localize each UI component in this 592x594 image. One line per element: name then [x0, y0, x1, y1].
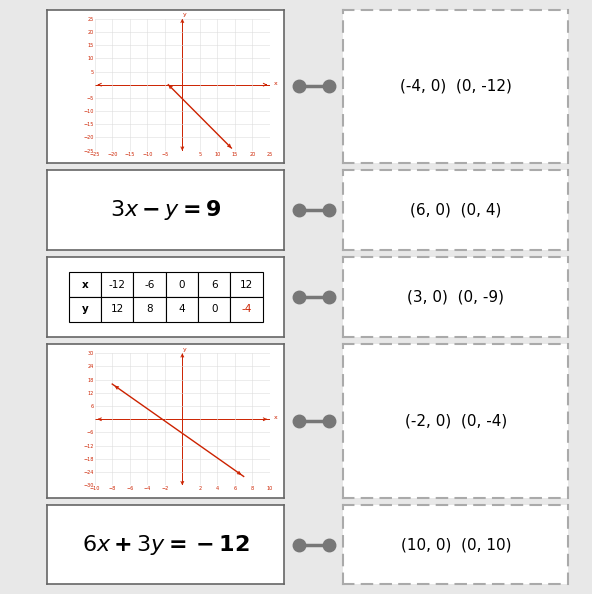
Text: 0: 0: [211, 304, 217, 314]
Bar: [230, 272, 263, 297]
Bar: [166, 297, 198, 322]
Bar: [198, 272, 230, 297]
Text: x: x: [82, 280, 88, 290]
Text: y: y: [82, 304, 88, 314]
Bar: [101, 297, 133, 322]
Text: 4: 4: [179, 304, 185, 314]
Text: y: y: [182, 347, 186, 352]
Text: x: x: [274, 415, 277, 420]
Text: 12: 12: [240, 280, 253, 290]
Bar: [230, 297, 263, 322]
Text: -12: -12: [109, 280, 126, 290]
Text: x: x: [274, 81, 277, 86]
Text: $\bf{\mathit{3x}} - \mathit{y} = 9$: $\bf{\mathit{3x}} - \mathit{y} = 9$: [110, 198, 221, 222]
Text: 8: 8: [146, 304, 153, 314]
Text: 6: 6: [211, 280, 218, 290]
Text: 0: 0: [179, 280, 185, 290]
Text: -4: -4: [242, 304, 252, 314]
Text: 12: 12: [111, 304, 124, 314]
Bar: [101, 272, 133, 297]
Text: (10, 0)  (0, 10): (10, 0) (0, 10): [401, 537, 511, 552]
Text: (-4, 0)  (0, -12): (-4, 0) (0, -12): [400, 79, 511, 94]
Text: (-2, 0)  (0, -4): (-2, 0) (0, -4): [405, 413, 507, 428]
Text: y: y: [182, 12, 186, 17]
Text: $\bf{\mathit{6x}} + \bf{\mathit{3y}} = -12$: $\bf{\mathit{6x}} + \bf{\mathit{3y}} = -…: [82, 533, 250, 557]
Bar: [166, 272, 198, 297]
Bar: [198, 297, 230, 322]
Text: (6, 0)  (0, 4): (6, 0) (0, 4): [410, 203, 501, 217]
Bar: [133, 272, 166, 297]
Bar: [69, 297, 101, 322]
Text: (3, 0)  (0, -9): (3, 0) (0, -9): [407, 289, 504, 305]
Bar: [133, 297, 166, 322]
Bar: [69, 272, 101, 297]
Text: -6: -6: [144, 280, 155, 290]
